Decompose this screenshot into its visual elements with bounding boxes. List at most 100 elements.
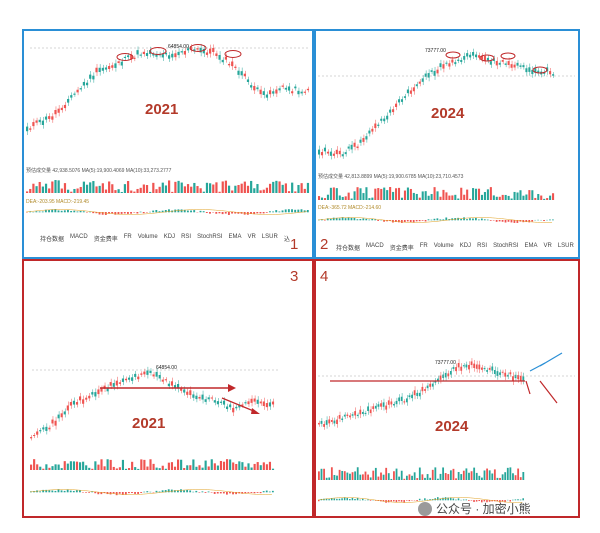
p4-candle bbox=[509, 372, 512, 375]
p2-volume-bar bbox=[395, 188, 398, 200]
toolbar-item[interactable]: VR bbox=[543, 243, 552, 249]
p4-macd-bar bbox=[400, 500, 403, 502]
p3-candle bbox=[60, 413, 63, 418]
toolbar-item[interactable]: RSI bbox=[477, 243, 488, 249]
p2-macd-bar bbox=[397, 220, 400, 223]
p1-candle bbox=[89, 74, 92, 79]
p3-candle bbox=[143, 371, 146, 375]
p3-candle bbox=[241, 404, 244, 406]
p2-candle bbox=[344, 152, 347, 155]
p4-macd-bar bbox=[478, 500, 480, 502]
p3-macd-bar bbox=[137, 492, 140, 494]
p3-candle bbox=[213, 400, 216, 403]
toolbar-item[interactable]: Volume bbox=[433, 243, 454, 249]
p2-macd-bar bbox=[427, 219, 430, 221]
p1-candle bbox=[168, 55, 171, 59]
toolbar-item[interactable]: VR bbox=[247, 234, 256, 240]
toolbar-item[interactable]: LSUR bbox=[261, 234, 278, 240]
toolbar-item[interactable]: FR bbox=[419, 243, 428, 249]
p3-volume-bar bbox=[271, 468, 275, 470]
toolbar-item[interactable]: MACD bbox=[366, 243, 384, 249]
toolbar-item[interactable]: Volume bbox=[137, 234, 158, 240]
year-label-2: 2024 bbox=[431, 105, 465, 122]
p2-candle bbox=[395, 103, 398, 108]
toolbar-item[interactable]: 込 bbox=[283, 237, 290, 243]
p1-volume-bar bbox=[38, 181, 41, 193]
p4-volume-bar bbox=[424, 477, 426, 480]
p4-volume-bar bbox=[473, 467, 476, 480]
p2-candle bbox=[326, 151, 329, 154]
p4-candle bbox=[442, 374, 445, 378]
toolbar-item[interactable]: 资金费率 bbox=[93, 237, 118, 243]
p1-macd-bar bbox=[291, 209, 293, 213]
p1-candle bbox=[38, 119, 41, 123]
p4-candle bbox=[491, 366, 494, 371]
p3-candle bbox=[195, 395, 198, 400]
p1-volume-bar bbox=[284, 183, 287, 193]
p2-candle bbox=[475, 54, 478, 58]
p1-macd-bar bbox=[70, 210, 73, 213]
p2-volume-bar bbox=[477, 188, 481, 200]
toolbar-item[interactable]: KDJ bbox=[459, 243, 472, 249]
p3-macd-bar bbox=[134, 492, 136, 494]
p4-candle bbox=[403, 401, 406, 403]
p3-candle bbox=[112, 383, 115, 387]
p4-macd-bar bbox=[395, 500, 398, 503]
p4-candle bbox=[512, 376, 514, 382]
p3-volume-bar bbox=[131, 461, 134, 470]
p3-macd-bar bbox=[75, 490, 78, 493]
p1-candle bbox=[303, 91, 306, 93]
p3-volume-bar bbox=[45, 464, 48, 470]
p3-macd-bar bbox=[161, 490, 164, 493]
p2-macd-bar bbox=[501, 220, 504, 222]
p4-candle bbox=[460, 366, 463, 371]
p2-candle bbox=[415, 84, 418, 87]
p4-macd-bar bbox=[509, 500, 512, 502]
p2-volume-bar bbox=[549, 195, 552, 200]
p4-candle bbox=[426, 385, 429, 389]
toolbar-item[interactable]: LSUR bbox=[557, 243, 574, 249]
p4-volume-bar bbox=[486, 468, 488, 480]
p3-volume-bar bbox=[170, 462, 174, 470]
p1-candle bbox=[300, 91, 303, 94]
p4-candle bbox=[361, 411, 364, 414]
p1-volume-bar bbox=[149, 191, 152, 193]
toolbar-item[interactable]: FR bbox=[123, 234, 132, 240]
p4-macd-bar bbox=[496, 500, 499, 502]
p2-macd-bar bbox=[362, 218, 365, 221]
p3-volume-bar bbox=[103, 466, 106, 470]
toolbar-item[interactable]: 资金费率 bbox=[389, 246, 414, 252]
p3-volume-bar bbox=[247, 463, 250, 470]
p1-candle bbox=[76, 89, 79, 93]
p3-candle bbox=[232, 407, 235, 413]
toolbar-item[interactable]: EMA bbox=[228, 234, 242, 240]
p1-volume-bar bbox=[250, 180, 253, 193]
p4-macd-bar bbox=[374, 500, 377, 501]
toolbar-item[interactable]: KDJ bbox=[163, 234, 176, 240]
p4-candle bbox=[421, 386, 424, 392]
p1-volume-bar bbox=[209, 183, 212, 193]
toolbar-item[interactable]: 持仓数据 bbox=[40, 237, 65, 243]
p2-macd-bar bbox=[489, 220, 492, 221]
toolbar-item[interactable]: MACD bbox=[70, 234, 88, 240]
p1-candle bbox=[35, 120, 38, 123]
p4-candle bbox=[431, 383, 434, 387]
p3-volume-bar bbox=[207, 466, 210, 470]
p3-macd-bar bbox=[128, 492, 130, 494]
p3-macd-bar bbox=[207, 491, 210, 493]
p4-macd-bar bbox=[325, 498, 328, 501]
toolbar-item[interactable]: RSI bbox=[181, 234, 192, 240]
p2-candle bbox=[347, 146, 350, 149]
p1-macd-bar bbox=[231, 212, 234, 214]
p2-macd-bar bbox=[463, 217, 465, 221]
p1-candle bbox=[133, 57, 136, 59]
p2-candle bbox=[534, 68, 537, 73]
toolbar-item[interactable]: EMA bbox=[524, 243, 538, 249]
toolbar-item[interactable]: StochRSI bbox=[197, 234, 223, 240]
p1-macd-bar bbox=[82, 211, 85, 213]
p1-candle bbox=[171, 53, 174, 58]
p4-candle bbox=[449, 370, 452, 375]
toolbar-item[interactable]: 持仓数据 bbox=[336, 246, 361, 252]
p2-macd-bar bbox=[418, 220, 421, 222]
toolbar-item[interactable]: StochRSI bbox=[493, 243, 519, 249]
